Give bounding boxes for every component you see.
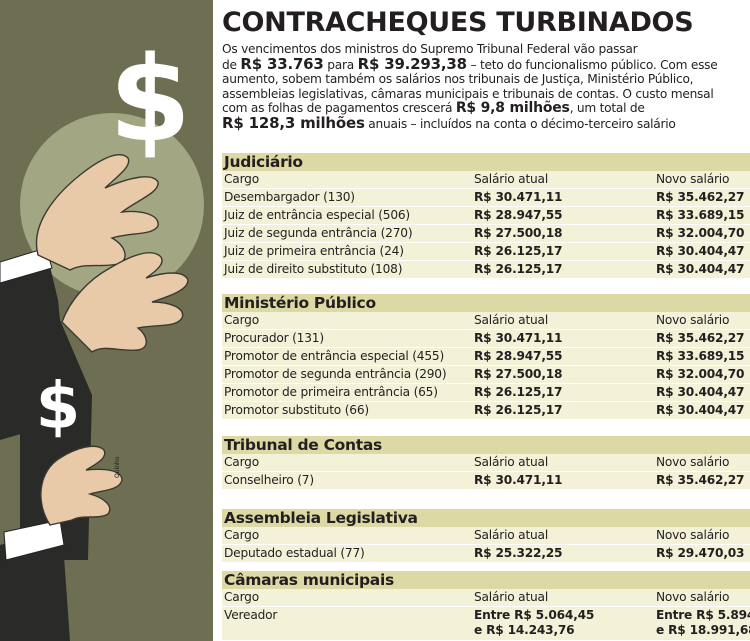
section-camaras-municipais: Câmaras municipais Cargo Salário atual Nov…	[222, 571, 750, 641]
illustration-drawing: $ $ Quinho	[0, 0, 213, 641]
table-header-row: Cargo Salário atual Novo salário	[222, 171, 750, 189]
table-row: Conselheiro (7) R$ 30.471,11 R$ 35.462,27	[222, 472, 750, 490]
section-assembleia-legislativa: Assembleia Legislativa Cargo Salário atua…	[222, 509, 750, 563]
table-row: Promotor substituto (66) R$ 26.125,17 R$ 3…	[222, 402, 750, 420]
section-title: Assembleia Legislativa	[222, 509, 750, 527]
table-row: Juiz de direito substituto (108) R$ 26.12…	[222, 261, 750, 279]
section-title: Tribunal de Contas	[222, 436, 750, 454]
intro-line: R$ 128,3 milhões anuais – incluídos na c…	[222, 113, 676, 132]
table-row: Vereador Entre R$ 5.064,45 e R$ 14.243,7…	[222, 607, 750, 641]
section-tribunal-de-contas: Tribunal de Contas Cargo Salário atual Nov…	[222, 436, 750, 490]
intro-line: com as folhas de pagamentos crescerá R$ …	[222, 100, 645, 116]
table-row: Juiz de segunda entrância (270) R$ 27.500…	[222, 225, 750, 243]
artist-signature: Quinho	[114, 456, 121, 478]
dollar-sign-icon: $	[109, 30, 191, 168]
table-header-row: Cargo Salário atual Novo salário	[222, 589, 750, 607]
table-row: Promotor de entrância especial (455) R$ 2…	[222, 348, 750, 366]
table-header-row: Cargo Salário atual Novo salário	[222, 312, 750, 330]
intro-line: assembleias legislativas, câmaras munici…	[222, 86, 714, 101]
table-row: Procurador (131) R$ 30.471,11 R$ 35.462,27	[222, 330, 750, 348]
intro-paragraph: Os vencimentos dos ministros do Supremo …	[222, 42, 750, 131]
table-row: Promotor de segunda entrância (290) R$ 27…	[222, 366, 750, 384]
illustration-hands-money: $ $ Quinho	[0, 0, 213, 641]
section-title: Ministério Público	[222, 294, 750, 312]
table-row: Juiz de primeira entrância (24) R$ 26.125…	[222, 243, 750, 261]
dollar-sign-icon: $	[36, 370, 81, 444]
intro-line: aumento, sobem também os salários nos tr…	[222, 72, 694, 86]
hand-icon	[40, 445, 123, 526]
section-judiciario: Judiciário Cargo Salário atual Novo salári…	[222, 153, 750, 279]
table-header-row: Cargo Salário atual Novo salário	[222, 454, 750, 472]
table-row: Juiz de entrância especial (506) R$ 28.94…	[222, 207, 750, 225]
page-title: CONTRACHEQUES TURBINADOS	[222, 7, 694, 38]
table-row: Desembargador (130) R$ 30.471,11 R$ 35.462…	[222, 189, 750, 207]
hand-icon	[35, 154, 159, 271]
table-row: Promotor de primeira entrância (65) R$ 26…	[222, 384, 750, 402]
article-content: CONTRACHEQUES TURBINADOS Os vencimentos …	[222, 0, 750, 641]
table-header-row: Cargo Salário atual Novo salário	[222, 527, 750, 545]
intro-line: de R$ 33.763 para R$ 39.293,38 – teto do…	[222, 54, 718, 73]
section-ministerio-publico: Ministério Público Cargo Salário atual Nov…	[222, 294, 750, 420]
table-row: Deputado estadual (77) R$ 25.322,25 R$ 29.…	[222, 545, 750, 563]
intro-line: Os vencimentos dos ministros do Supremo …	[222, 42, 638, 56]
hand-icon	[61, 252, 189, 353]
section-title: Judiciário	[222, 153, 750, 171]
section-title: Câmaras municipais	[222, 571, 750, 589]
